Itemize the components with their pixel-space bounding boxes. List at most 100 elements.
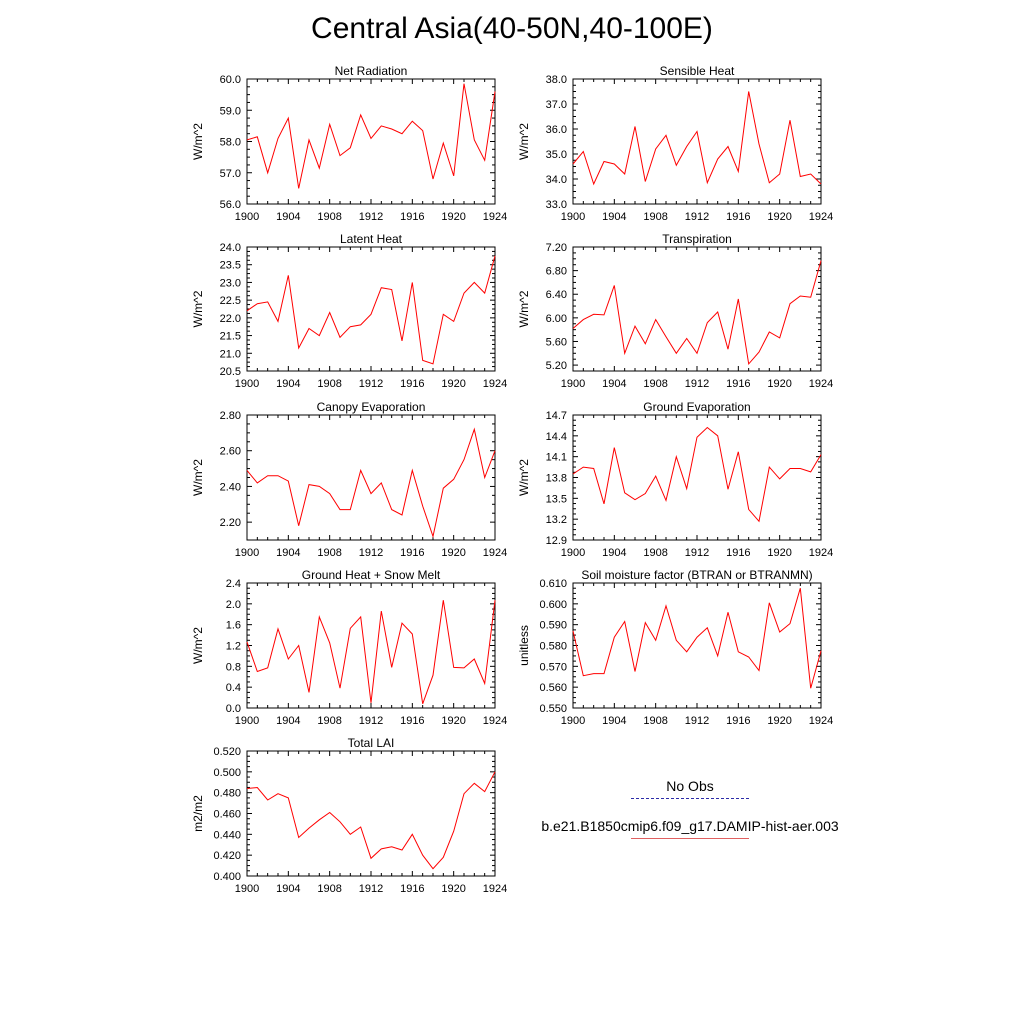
x-tick-label: 1908	[643, 547, 667, 559]
y-tick-label: 2.4	[226, 578, 241, 590]
y-tick-label: 0.0	[226, 703, 241, 715]
panel-canopy-evaporation: 1900 1904 1908 1912 1916 1920 1924 2.20 2.40 2.60…	[191, 400, 507, 559]
x-tick-label: 1900	[561, 547, 585, 559]
y-tick-label: 22.5	[220, 295, 241, 307]
y-tick-label: 6.00	[546, 313, 567, 325]
x-tick-label: 1912	[359, 883, 383, 895]
y-tick-label: 35.0	[546, 149, 567, 161]
x-tick-label: 1924	[483, 547, 507, 559]
y-tick-label: 0.400	[213, 871, 241, 883]
y-tick-label: 0.4	[226, 682, 241, 694]
y-tick-label: 0.580	[539, 641, 567, 653]
y-tick-label: 6.40	[546, 289, 567, 301]
panel-transpiration: 1900 1904 1908 1912 1916 1920 1924 5.20 5.60 6.00…	[517, 232, 833, 390]
x-tick-label: 1920	[441, 211, 465, 223]
y-tick-label: 2.40	[220, 481, 241, 493]
y-tick-label: 23.5	[220, 260, 241, 272]
x-tick-label: 1916	[726, 378, 750, 390]
x-tick-label: 1916	[400, 547, 424, 559]
x-tick-label: 1920	[767, 211, 791, 223]
x-tick-label: 1904	[602, 378, 626, 390]
legend-model-entry: b.e21.B1850cmip6.f09_g17.DAMIP-hist-aer.…	[520, 816, 860, 856]
y-axis-label: W/m^2	[191, 627, 205, 664]
y-tick-label: 36.0	[546, 124, 567, 136]
legend: No Obs b.e21.B1850cmip6.f09_g17.DAMIP-hi…	[520, 776, 860, 856]
y-tick-label: 33.0	[546, 199, 567, 211]
y-tick-label: 0.570	[539, 661, 567, 673]
panel-title: Latent Heat	[340, 232, 403, 246]
x-tick-label: 1916	[400, 883, 424, 895]
x-tick-label: 1904	[602, 715, 626, 727]
panel-title: Ground Evaporation	[643, 400, 750, 414]
x-tick-label: 1904	[602, 547, 626, 559]
x-tick-label: 1904	[602, 211, 626, 223]
x-tick-label: 1900	[235, 547, 259, 559]
panel-title: Ground Heat + Snow Melt	[302, 568, 441, 582]
y-tick-label: 0.560	[539, 682, 567, 694]
legend-model-label: b.e21.B1850cmip6.f09_g17.DAMIP-hist-aer.…	[541, 818, 839, 834]
x-tick-label: 1920	[441, 547, 465, 559]
y-tick-label: 14.4	[546, 431, 567, 443]
panel-sensible-heat: 1900 1904 1908 1912 1916 1920 1924 33.0 34.0 35.0…	[517, 64, 833, 223]
y-tick-label: 6.80	[546, 266, 567, 278]
y-tick-label: 1.2	[226, 641, 241, 653]
panel-ground-evaporation: 1900 1904 1908 1912 1916 1920 1924 12.9 13.2 13.5…	[517, 400, 833, 559]
series-line-ground-evaporation	[572, 426, 822, 523]
y-tick-label: 0.8	[226, 661, 241, 673]
series-line-soil-moisture-factor-btran-or-btranmn	[572, 588, 822, 689]
panel-title: Sensible Heat	[660, 64, 735, 78]
x-tick-label: 1912	[685, 378, 709, 390]
x-tick-label: 1904	[276, 378, 300, 390]
x-tick-label: 1916	[726, 547, 750, 559]
series-line-canopy-evaporation	[246, 427, 496, 539]
y-tick-label: 37.0	[546, 99, 567, 111]
series-line-transpiration	[572, 260, 822, 366]
y-tick-label: 14.1	[546, 452, 567, 464]
y-tick-label: 0.550	[539, 703, 567, 715]
y-tick-label: 0.440	[213, 829, 241, 841]
y-axis-label: W/m^2	[191, 290, 205, 327]
x-tick-label: 1920	[767, 378, 791, 390]
y-tick-label: 13.2	[546, 514, 567, 526]
y-tick-label: 60.0	[220, 74, 241, 86]
x-tick-label: 1920	[441, 378, 465, 390]
x-tick-label: 1900	[235, 883, 259, 895]
x-tick-label: 1924	[483, 883, 507, 895]
x-tick-label: 1908	[317, 715, 341, 727]
x-tick-label: 1924	[483, 715, 507, 727]
x-tick-label: 1912	[359, 547, 383, 559]
y-tick-label: 14.7	[546, 410, 567, 422]
x-tick-label: 1908	[317, 547, 341, 559]
x-tick-label: 1924	[809, 378, 833, 390]
y-tick-label: 5.60	[546, 336, 567, 348]
y-tick-label: 13.5	[546, 493, 567, 505]
x-tick-label: 1900	[235, 715, 259, 727]
panel-soil-moisture-factor-btran-or-btranmn: 1900 1904 1908 1912 1916 1920 1924 0.550 0.560 0.…	[517, 568, 833, 727]
x-tick-label: 1916	[726, 211, 750, 223]
series-line-total-lai	[246, 771, 496, 870]
series-line-net-radiation	[246, 83, 496, 189]
y-tick-label: 0.420	[213, 850, 241, 862]
x-tick-label: 1912	[359, 378, 383, 390]
plot-frame	[572, 78, 822, 205]
x-tick-label: 1904	[276, 211, 300, 223]
panel-total-lai: 1900 1904 1908 1912 1916 1920 1924 0.400 0.420 0.…	[191, 736, 507, 895]
x-tick-label: 1920	[767, 715, 791, 727]
y-tick-label: 0.500	[213, 767, 241, 779]
legend-obs-entry: No Obs	[520, 776, 860, 816]
y-tick-label: 22.0	[220, 313, 241, 325]
x-tick-label: 1924	[809, 547, 833, 559]
panel-title: Net Radiation	[335, 64, 408, 78]
x-tick-label: 1924	[809, 211, 833, 223]
x-tick-label: 1920	[767, 547, 791, 559]
x-tick-label: 1912	[685, 211, 709, 223]
x-tick-label: 1900	[235, 211, 259, 223]
x-tick-label: 1900	[561, 211, 585, 223]
series-line-latent-heat	[246, 255, 496, 365]
y-tick-label: 24.0	[220, 242, 241, 254]
y-tick-label: 38.0	[546, 74, 567, 86]
panel-title: Soil moisture factor (BTRAN or BTRANMN)	[581, 568, 812, 582]
plot-frame	[572, 582, 822, 709]
y-tick-label: 1.6	[226, 620, 241, 632]
panel-title: Total LAI	[348, 736, 395, 750]
